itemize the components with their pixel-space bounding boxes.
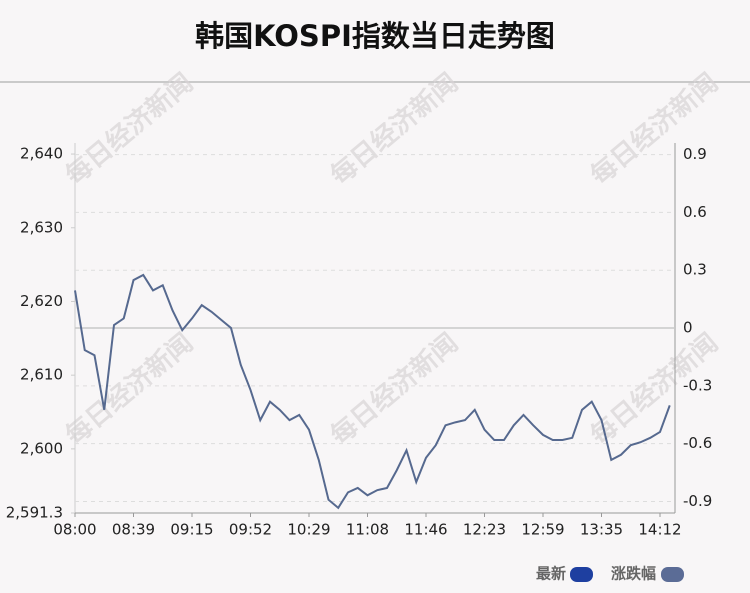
x-tick-label: 08:00 xyxy=(53,521,96,539)
y2-tick-label: -0.9 xyxy=(683,492,712,510)
y2-tick-label: -0.6 xyxy=(683,434,712,452)
y-tick-label: 2,640 xyxy=(20,145,63,163)
chart-title: 韩国KOSPI指数当日走势图 xyxy=(195,19,555,53)
legend-swatch xyxy=(570,567,593,582)
x-tick-label: 08:39 xyxy=(112,521,155,539)
y2-tick-label: 0.3 xyxy=(683,261,707,279)
x-tick-label: 11:46 xyxy=(404,521,447,539)
legend-swatch xyxy=(661,567,684,582)
y2-tick-label: 0.9 xyxy=(683,145,707,163)
watermark: 每日经济新闻 xyxy=(585,67,724,191)
x-tick-label: 12:59 xyxy=(521,521,564,539)
watermark: 每日经济新闻 xyxy=(325,67,464,191)
y-tick-label: 2,610 xyxy=(20,366,63,384)
y-tick-label: 2,630 xyxy=(20,218,63,236)
legend-label: 最新 xyxy=(536,565,566,583)
y-tick-label: 2,600 xyxy=(20,439,63,457)
x-tick-label: 09:52 xyxy=(229,521,272,539)
x-tick-label: 14:12 xyxy=(638,521,681,539)
watermark: 每日经济新闻 xyxy=(325,327,464,451)
x-tick-label: 10:29 xyxy=(287,521,330,539)
watermark: 每日经济新闻 xyxy=(60,327,199,451)
watermark: 每日经济新闻 xyxy=(60,67,199,191)
y2-tick-label: 0.6 xyxy=(683,203,707,221)
x-tick-label: 09:15 xyxy=(170,521,213,539)
y2-tick-label: -0.3 xyxy=(683,376,712,394)
y2-tick-label: 0 xyxy=(683,319,693,337)
price-line xyxy=(74,273,671,510)
y-tick-label: 2,591.3 xyxy=(6,504,63,522)
x-tick-label: 11:08 xyxy=(346,521,389,539)
legend-label: 涨跌幅 xyxy=(611,565,656,583)
y-tick-label: 2,620 xyxy=(20,292,63,310)
x-tick-label: 12:23 xyxy=(463,521,506,539)
x-tick-label: 13:35 xyxy=(580,521,623,539)
